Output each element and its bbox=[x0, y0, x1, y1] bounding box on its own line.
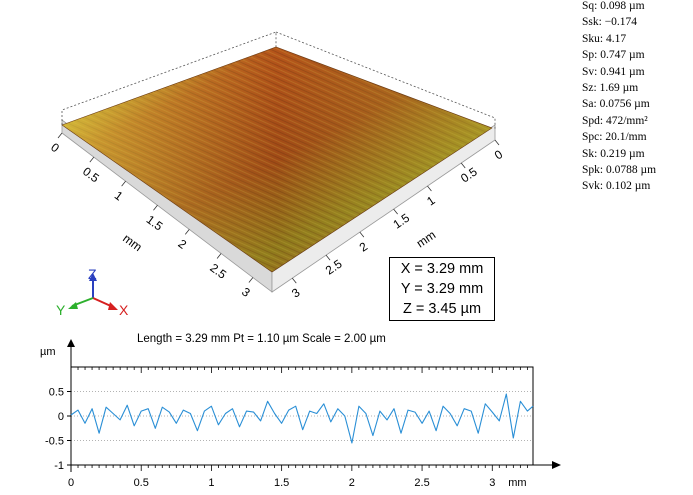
surface-x-tick-label: 3 bbox=[239, 285, 253, 300]
surface-x-tick-label: 2 bbox=[176, 236, 190, 251]
surface-x-tick bbox=[89, 156, 95, 163]
surface-x-unit: mm bbox=[120, 231, 144, 254]
y-axis-arrow bbox=[67, 339, 75, 347]
parameter-row: Sk: 0.219 µm bbox=[582, 147, 645, 160]
parameter-row: Ssk: −0.174 bbox=[582, 16, 638, 29]
surface-y-tick bbox=[359, 231, 365, 238]
parameter-row: Sz: 1.69 µm bbox=[582, 82, 639, 95]
parameter-row: Sq: 0.098 µm bbox=[582, 0, 645, 12]
surface-x-tick bbox=[153, 205, 158, 211]
roughness-parameters: Sq: 0.098 µm Ssk: −0.174 Sku: 4.17 Sp: 0.74… bbox=[582, 0, 692, 195]
surface-x-tick bbox=[216, 253, 222, 259]
surface-y-tick bbox=[393, 208, 398, 215]
surface-highlight bbox=[62, 47, 492, 272]
x-tick-label: 1.5 bbox=[274, 477, 289, 489]
x-tick-label: 1 bbox=[208, 477, 214, 489]
surface-y-tick bbox=[460, 162, 466, 169]
parameter-row: Sku: 4.17 bbox=[582, 32, 627, 45]
surface-x-tick bbox=[184, 229, 190, 235]
surface-3d-view: 0 0.5 1 1.5 2 2.5 3 0 0.5 1 1.5 2 2.5 3 mm mm Z Y X bbox=[48, 31, 506, 318]
surface-x-tick-label: 1 bbox=[112, 188, 126, 203]
surface-y-tick bbox=[291, 277, 297, 284]
dimension-y: Y = 3.29 mm bbox=[400, 281, 484, 297]
y-tick-label: 0 bbox=[58, 411, 64, 423]
dimensions-box: X = 3.29 mm Y = 3.29 mm Z = 3.45 µm bbox=[389, 257, 495, 321]
y-tick-label: -0.5 bbox=[45, 436, 64, 448]
surface-x-tick-label: 0 bbox=[48, 140, 62, 155]
surface-y-tick-label: 1.5 bbox=[390, 210, 412, 231]
parameter-row: Spc: 20.1/mm bbox=[582, 131, 647, 144]
y-tick-label: -1 bbox=[54, 460, 64, 472]
surface-back-wall bbox=[61, 31, 277, 125]
triad-x-label: X bbox=[119, 302, 129, 318]
surface-x-axis: 0 0.5 1 1.5 2 2.5 3 bbox=[48, 132, 254, 300]
surface-x-tick-label: 0.5 bbox=[80, 164, 102, 185]
surface-x-tick bbox=[248, 277, 254, 283]
profile-chart: -1 -0.5 0 0.5 0 0.5 1 1.5 2 2.5 3 mm µm bbox=[40, 339, 561, 489]
parameter-row: Spk: 0.0788 µm bbox=[582, 164, 657, 177]
surface-y-tick-label: 0 bbox=[492, 147, 506, 163]
surface-base-right bbox=[271, 124, 496, 293]
surface-y-tick bbox=[325, 254, 331, 261]
surface-outline bbox=[61, 46, 493, 273]
surface-x-tick bbox=[121, 180, 126, 187]
parameter-row: Svk: 0.102 µm bbox=[582, 180, 651, 193]
surface-y-unit: mm bbox=[414, 228, 438, 251]
surface-y-tick-label: 3 bbox=[289, 285, 303, 301]
x-tick-label: 0 bbox=[68, 477, 74, 489]
triad-z-label: Z bbox=[88, 266, 97, 282]
surface-y-tick-label: 0.5 bbox=[458, 164, 480, 185]
y-tick-label: 0.5 bbox=[49, 387, 64, 399]
x-tick-label: 3 bbox=[489, 477, 495, 489]
dimension-x: X = 3.29 mm bbox=[400, 261, 484, 277]
x-tick-label: 2 bbox=[349, 477, 355, 489]
parameter-row: Spd: 472/mm² bbox=[582, 114, 648, 127]
surface-y-tick-label: 2 bbox=[357, 239, 371, 255]
surface-x-tick-label: 2.5 bbox=[207, 261, 229, 282]
surface-y-tick-label: 1 bbox=[424, 193, 438, 209]
surface-y-tick bbox=[427, 185, 432, 192]
parameter-row: Sv: 0.941 µm bbox=[582, 65, 645, 78]
triad-y-label: Y bbox=[56, 302, 66, 318]
surface-x-tick-label: 1.5 bbox=[144, 212, 166, 233]
x-tick-label: 0.5 bbox=[134, 477, 149, 489]
surface-x-tick bbox=[57, 132, 63, 139]
profile-chart-title: Length = 3.29 mm Pt = 1.10 µm Scale = 2.… bbox=[137, 333, 386, 345]
x-tick-label: 2.5 bbox=[414, 477, 429, 489]
x-axis-arrow bbox=[552, 461, 561, 469]
axis-triad: Z Y X bbox=[56, 266, 129, 318]
parameter-row: Sp: 0.747 µm bbox=[582, 49, 645, 62]
y-axis-label: µm bbox=[40, 346, 56, 358]
x-unit-label: mm bbox=[508, 477, 526, 489]
parameter-row: Sa: 0.0756 µm bbox=[582, 98, 650, 111]
dimension-z: Z = 3.45 µm bbox=[402, 301, 482, 317]
surface-y-tick-label: 2.5 bbox=[323, 257, 345, 278]
surface-y-tick bbox=[494, 139, 500, 146]
profile-series-line bbox=[70, 393, 534, 444]
